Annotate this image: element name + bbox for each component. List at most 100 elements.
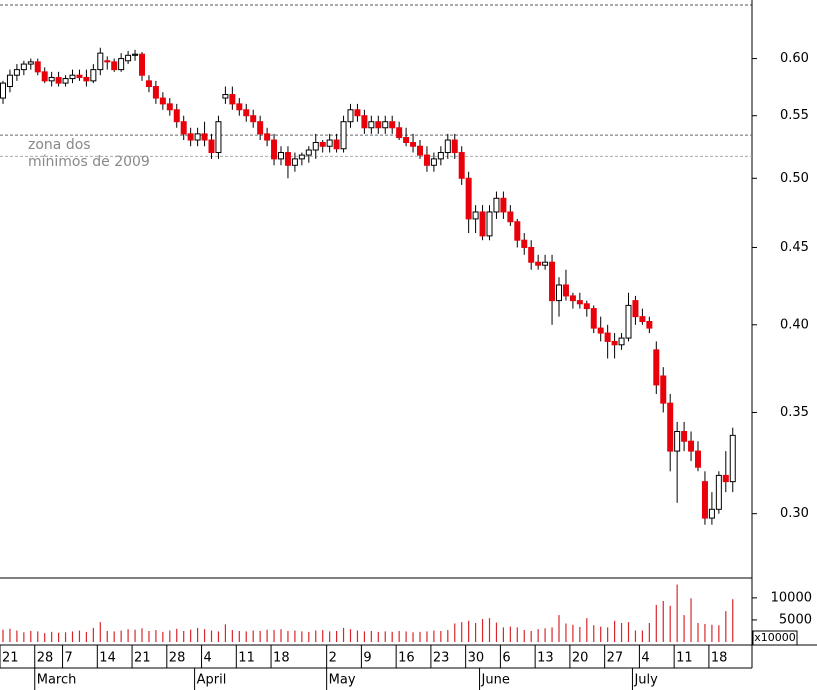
month-label: April bbox=[197, 673, 227, 688]
x-tick-label: 21 bbox=[2, 651, 19, 666]
candle-body bbox=[229, 94, 236, 105]
x-tick-label: 2 bbox=[329, 651, 337, 666]
candle-body bbox=[500, 197, 507, 213]
candle-body bbox=[13, 69, 20, 76]
candle-body bbox=[403, 137, 410, 144]
candle-body bbox=[34, 61, 41, 73]
y-tick-label: 0.60 bbox=[780, 51, 809, 66]
candle-body bbox=[104, 60, 111, 63]
candle-body bbox=[20, 63, 27, 71]
candle-body bbox=[604, 332, 611, 342]
candle-body bbox=[514, 221, 521, 241]
candle-body bbox=[173, 109, 180, 123]
candle-body bbox=[319, 142, 326, 147]
candle-body bbox=[215, 121, 222, 154]
candle-body bbox=[632, 300, 639, 318]
x-tick-label: 11 bbox=[676, 651, 693, 666]
candle-body bbox=[410, 142, 417, 147]
candle-body bbox=[569, 295, 576, 302]
candle-body bbox=[222, 94, 229, 99]
candle-body bbox=[111, 61, 118, 71]
candle-body bbox=[479, 211, 486, 237]
candle-body bbox=[667, 402, 674, 452]
candle-body bbox=[326, 139, 333, 147]
candle-body bbox=[562, 284, 569, 297]
x-tick-label: 20 bbox=[572, 651, 589, 666]
candle-body bbox=[201, 133, 208, 141]
x-tick-label: 28 bbox=[37, 651, 54, 666]
month-label: March bbox=[37, 673, 77, 688]
candle-body bbox=[27, 61, 34, 65]
candle-body bbox=[298, 154, 305, 160]
candle-body bbox=[118, 58, 125, 71]
candle-body bbox=[180, 121, 187, 135]
candle-body bbox=[76, 74, 83, 78]
candle-body bbox=[653, 349, 660, 386]
candle-body bbox=[576, 300, 583, 305]
candle-body bbox=[0, 82, 6, 99]
x-tick-label: 27 bbox=[607, 651, 624, 666]
candle-body bbox=[444, 139, 451, 154]
candle-body bbox=[69, 74, 76, 80]
candle-body bbox=[639, 316, 646, 323]
candle-body bbox=[291, 158, 298, 166]
x-tick-label: 4 bbox=[204, 651, 212, 666]
candle-body bbox=[507, 211, 514, 223]
candle-body bbox=[583, 303, 590, 310]
candle-body bbox=[166, 103, 173, 111]
candle-body bbox=[139, 53, 145, 76]
y-tick-label: 0.35 bbox=[780, 405, 809, 420]
candle-body bbox=[535, 261, 542, 266]
candle-body bbox=[396, 127, 403, 139]
x-tick-label: 16 bbox=[398, 651, 415, 666]
x-tick-label: 14 bbox=[99, 651, 116, 666]
volume-tick-label: 10000 bbox=[771, 590, 812, 605]
candle-body bbox=[618, 337, 625, 346]
candle-body bbox=[590, 308, 597, 329]
candle-body bbox=[542, 261, 549, 266]
candle-body bbox=[625, 304, 632, 339]
candle-body bbox=[236, 103, 243, 111]
candle-body bbox=[187, 133, 194, 141]
candle-body bbox=[430, 158, 437, 166]
candle-body bbox=[62, 78, 69, 84]
candle-body bbox=[55, 76, 62, 84]
candle-body bbox=[382, 121, 389, 129]
candle-body bbox=[695, 450, 701, 468]
candle-body bbox=[361, 115, 368, 129]
candle-body bbox=[646, 321, 653, 329]
candle-body bbox=[271, 139, 278, 160]
candle-body bbox=[472, 211, 479, 220]
y-tick-label: 0.50 bbox=[780, 171, 809, 186]
candle-body bbox=[375, 121, 382, 129]
candle-body bbox=[41, 71, 48, 82]
annotation: zona dos bbox=[28, 137, 91, 153]
candle-body bbox=[708, 508, 715, 519]
candle-body bbox=[284, 152, 291, 166]
annotation: mínimos de 2009 bbox=[28, 154, 150, 170]
x-tick-label: 4 bbox=[641, 651, 649, 666]
candle-body bbox=[243, 109, 250, 117]
candle-body bbox=[264, 133, 271, 141]
candle-body bbox=[312, 142, 319, 151]
candle-body bbox=[257, 121, 264, 135]
volume-unit: x10000 bbox=[754, 631, 796, 644]
x-tick-label: 9 bbox=[363, 651, 371, 666]
candle-body bbox=[486, 211, 493, 237]
candle-body bbox=[722, 474, 729, 483]
x-tick-label: 13 bbox=[537, 651, 554, 666]
month-label: May bbox=[329, 673, 356, 688]
x-tick-label: 18 bbox=[711, 651, 728, 666]
candle-body bbox=[305, 149, 312, 156]
x-tick-label: 6 bbox=[502, 651, 510, 666]
x-tick-label: 23 bbox=[433, 651, 450, 666]
candle-body bbox=[521, 239, 528, 248]
candle-body bbox=[681, 430, 688, 442]
candle-body bbox=[340, 121, 347, 150]
y-tick-label: 0.40 bbox=[780, 317, 809, 332]
candle-body bbox=[556, 284, 562, 302]
candle-body bbox=[278, 152, 284, 160]
candle-body bbox=[389, 121, 396, 129]
candle-body bbox=[417, 145, 423, 156]
x-tick-label: 7 bbox=[65, 651, 73, 666]
